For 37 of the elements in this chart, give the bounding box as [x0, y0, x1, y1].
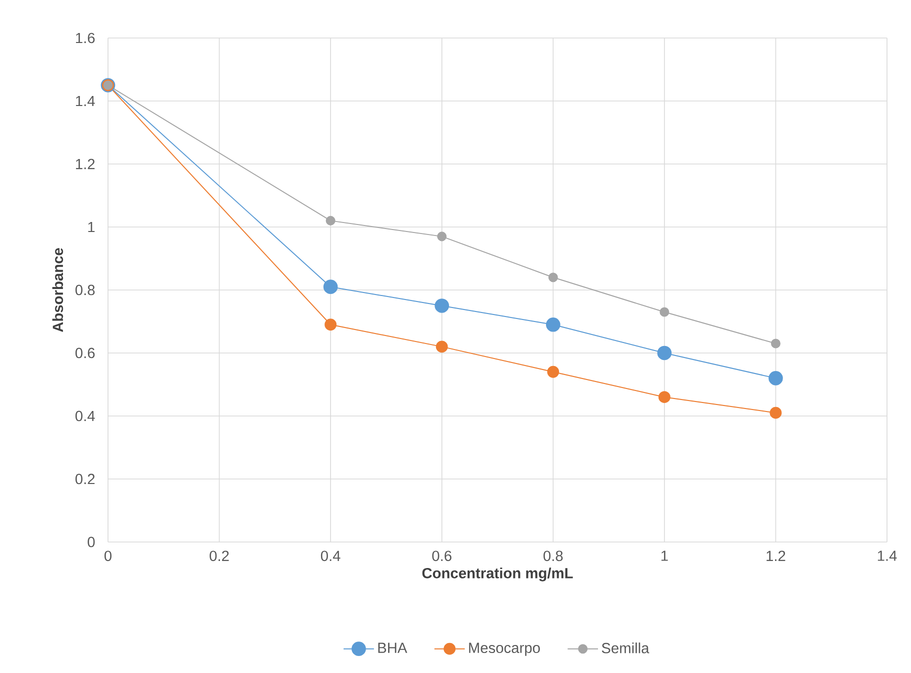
x-tick-label: 0	[104, 550, 112, 562]
x-tick-label: 0.6	[432, 550, 452, 562]
y-tick-label: 1.2	[76, 158, 95, 170]
point	[768, 371, 783, 386]
point	[324, 318, 337, 331]
point	[434, 298, 450, 313]
point	[546, 317, 560, 332]
y-tick-label: 0.8	[75, 284, 95, 296]
legend-label: BHA	[378, 642, 408, 653]
point	[770, 338, 780, 348]
y-tick-label: 1	[88, 222, 95, 232]
y-tick-label: 1.4	[76, 96, 95, 106]
point	[658, 391, 670, 404]
x-tick-label: 1.4	[878, 550, 897, 561]
y-tick-label: 0.2	[75, 474, 95, 484]
x-tick-label: 1.2	[766, 550, 786, 561]
y-tick-label: 0	[88, 536, 95, 548]
y-tick-label: 1.6	[76, 32, 95, 44]
x-tick-label: 0.4	[320, 550, 340, 562]
x-tick-label: 0.8	[544, 550, 563, 562]
x-axis-title: Concentration mg/mL	[422, 568, 573, 582]
point	[657, 346, 672, 360]
legend-label: Mesocarpo	[469, 642, 540, 656]
x-tick-label: 1	[661, 550, 668, 561]
point	[326, 216, 336, 226]
legend-label: Semilla	[602, 642, 650, 654]
point	[547, 366, 560, 378]
x-tick-label: 0.2	[210, 550, 229, 562]
point	[436, 340, 448, 353]
y-axis-title: Absorbance	[52, 248, 64, 332]
point	[660, 307, 670, 317]
point	[770, 406, 782, 419]
point	[323, 280, 338, 294]
y-tick-label: 0.4	[75, 410, 95, 422]
y-tick-label: 0.6	[75, 348, 95, 358]
point	[548, 272, 558, 282]
point	[437, 232, 447, 242]
